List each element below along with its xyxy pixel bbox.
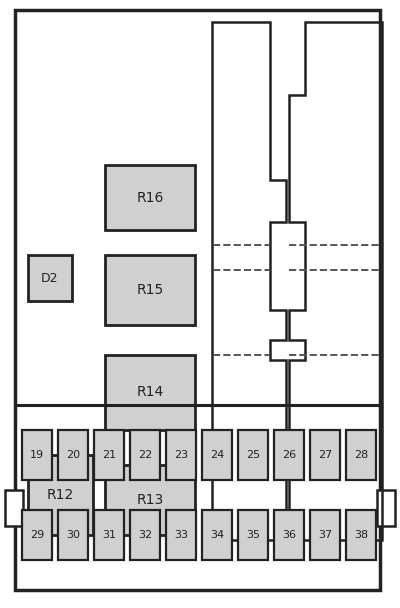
Bar — [130, 510, 160, 560]
Text: 36: 36 — [282, 530, 296, 540]
Bar — [310, 510, 340, 560]
Bar — [94, 430, 124, 480]
Bar — [105, 255, 195, 325]
Bar — [238, 510, 268, 560]
Text: 19: 19 — [30, 450, 44, 460]
Bar — [377, 490, 395, 526]
Text: R14: R14 — [136, 385, 164, 399]
Text: 38: 38 — [354, 530, 368, 540]
Text: 37: 37 — [318, 530, 332, 540]
Text: 35: 35 — [246, 530, 260, 540]
Bar — [94, 510, 124, 560]
Text: R16: R16 — [136, 190, 164, 204]
Bar — [105, 465, 195, 535]
Bar — [202, 510, 232, 560]
Bar — [5, 490, 23, 526]
Bar — [166, 510, 196, 560]
Bar — [28, 455, 93, 535]
Bar — [22, 430, 52, 480]
Bar — [58, 510, 88, 560]
Text: 26: 26 — [282, 450, 296, 460]
Text: 23: 23 — [174, 450, 188, 460]
Text: 24: 24 — [210, 450, 224, 460]
Text: R12: R12 — [47, 488, 74, 502]
Bar — [238, 430, 268, 480]
Bar — [28, 255, 72, 301]
Text: 32: 32 — [138, 530, 152, 540]
Text: 30: 30 — [66, 530, 80, 540]
Bar — [166, 430, 196, 480]
Bar — [310, 430, 340, 480]
Text: R13: R13 — [136, 493, 164, 507]
Bar — [202, 430, 232, 480]
Bar — [22, 510, 52, 560]
Bar — [130, 430, 160, 480]
Text: 25: 25 — [246, 450, 260, 460]
Bar — [346, 510, 376, 560]
Text: 20: 20 — [66, 450, 80, 460]
Text: R15: R15 — [136, 283, 164, 297]
Text: 29: 29 — [30, 530, 44, 540]
Text: D2: D2 — [41, 272, 59, 285]
Bar — [58, 430, 88, 480]
Text: 28: 28 — [354, 450, 368, 460]
Text: 27: 27 — [318, 450, 332, 460]
Text: 34: 34 — [210, 530, 224, 540]
Bar — [105, 165, 195, 230]
Text: 33: 33 — [174, 530, 188, 540]
Bar — [346, 430, 376, 480]
Bar — [274, 510, 304, 560]
Bar — [105, 355, 195, 430]
Bar — [274, 430, 304, 480]
Text: 21: 21 — [102, 450, 116, 460]
Text: 31: 31 — [102, 530, 116, 540]
Text: 22: 22 — [138, 450, 152, 460]
